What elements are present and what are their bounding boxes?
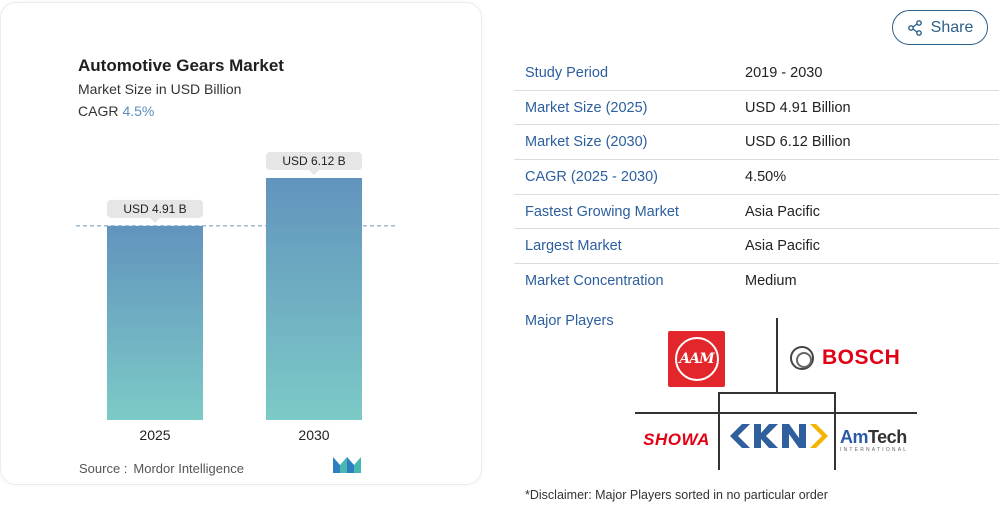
- bosch-logo[interactable]: BOSCH: [790, 344, 900, 372]
- cagr-label: CAGR: [78, 103, 119, 119]
- chart-cagr: CAGR 4.5%: [78, 103, 154, 119]
- bar-2030: [266, 178, 362, 420]
- data-label: USD 4.91 B: [123, 202, 186, 216]
- row-key[interactable]: Market Size (2030): [525, 134, 648, 151]
- table-row: Study Period 2019 - 2030: [514, 56, 999, 91]
- aam-logo-text: AAM: [674, 337, 719, 381]
- table-row: Fastest Growing Market Asia Pacific: [514, 195, 999, 230]
- row-key[interactable]: Fastest Growing Market: [525, 203, 679, 220]
- showa-logo[interactable]: SHOWA: [639, 428, 714, 452]
- table-row: Largest Market Asia Pacific: [514, 229, 999, 265]
- row-value: Asia Pacific: [745, 203, 820, 220]
- share-label: Share: [930, 18, 974, 36]
- gkn-logo-icon: [730, 424, 828, 448]
- row-key[interactable]: Largest Market: [525, 238, 622, 255]
- row-key[interactable]: Market Size (2025): [525, 99, 648, 116]
- bar-2025: [107, 225, 203, 420]
- row-key[interactable]: Study Period: [525, 64, 609, 81]
- disclaimer-text: *Disclaimer: Major Players sorted in no …: [525, 488, 828, 502]
- bar-chart: USD 4.91 B 2025 USD 6.12 B 2030: [76, 152, 398, 443]
- chart-title: Automotive Gears Market: [78, 56, 284, 75]
- chart-subtitle: Market Size in USD Billion: [78, 81, 242, 97]
- share-button[interactable]: Share: [892, 10, 988, 45]
- row-value: Asia Pacific: [745, 238, 820, 255]
- mordor-intelligence-logo-icon: [333, 457, 361, 473]
- share-icon: [907, 19, 922, 36]
- showa-logo-text: SHOWA: [643, 430, 710, 449]
- data-label-pointer: [309, 170, 319, 175]
- grid-divider: [635, 412, 917, 414]
- row-key[interactable]: Market Concentration: [525, 273, 664, 290]
- row-value: USD 4.91 Billion: [745, 99, 851, 116]
- table-row: Market Size (2025) USD 4.91 Billion: [514, 91, 999, 126]
- grid-divider: [776, 318, 778, 392]
- row-value: 4.50%: [745, 168, 787, 185]
- bosch-armature-icon: [790, 346, 814, 370]
- data-label-pointer: [150, 217, 160, 223]
- chart-source: Source : Mordor Intelligence: [79, 461, 244, 476]
- table-row: Market Size (2030) USD 6.12 Billion: [514, 125, 999, 161]
- x-tick-label: 2025: [139, 427, 170, 443]
- cagr-value: 4.5%: [122, 103, 155, 119]
- grid-divider: [718, 392, 835, 394]
- data-label: USD 6.12 B: [282, 154, 345, 168]
- row-value: 2019 - 2030: [745, 64, 823, 81]
- aam-logo[interactable]: AAM: [668, 331, 725, 387]
- grid-divider: [718, 392, 720, 470]
- data-label-bg: [266, 152, 362, 170]
- x-tick-label: 2030: [298, 427, 329, 443]
- data-label-bg: [107, 199, 203, 218]
- row-value: Medium: [745, 273, 797, 290]
- amtech-logo-text: AmTech: [840, 426, 907, 447]
- source-label: Source :: [79, 461, 128, 476]
- grid-divider: [834, 392, 836, 470]
- bosch-logo-text: BOSCH: [822, 346, 901, 369]
- major-players-label[interactable]: Major Players: [525, 313, 614, 329]
- gkn-logo[interactable]: [728, 422, 830, 450]
- source-value: Mordor Intelligence: [133, 461, 244, 476]
- row-key[interactable]: CAGR (2025 - 2030): [525, 168, 658, 185]
- market-chart-card: [0, 2, 482, 485]
- amtech-logo[interactable]: AmTech INTERNATIONAL: [840, 426, 916, 454]
- major-players-grid: [635, 318, 917, 470]
- table-row: Market Concentration Medium: [514, 264, 999, 299]
- amtech-logo-subtext: INTERNATIONAL: [840, 446, 909, 453]
- row-value: USD 6.12 Billion: [745, 134, 851, 151]
- table-row: CAGR (2025 - 2030) 4.50%: [514, 160, 999, 195]
- market-info-table: Study Period 2019 - 2030 Market Size (202…: [514, 56, 999, 299]
